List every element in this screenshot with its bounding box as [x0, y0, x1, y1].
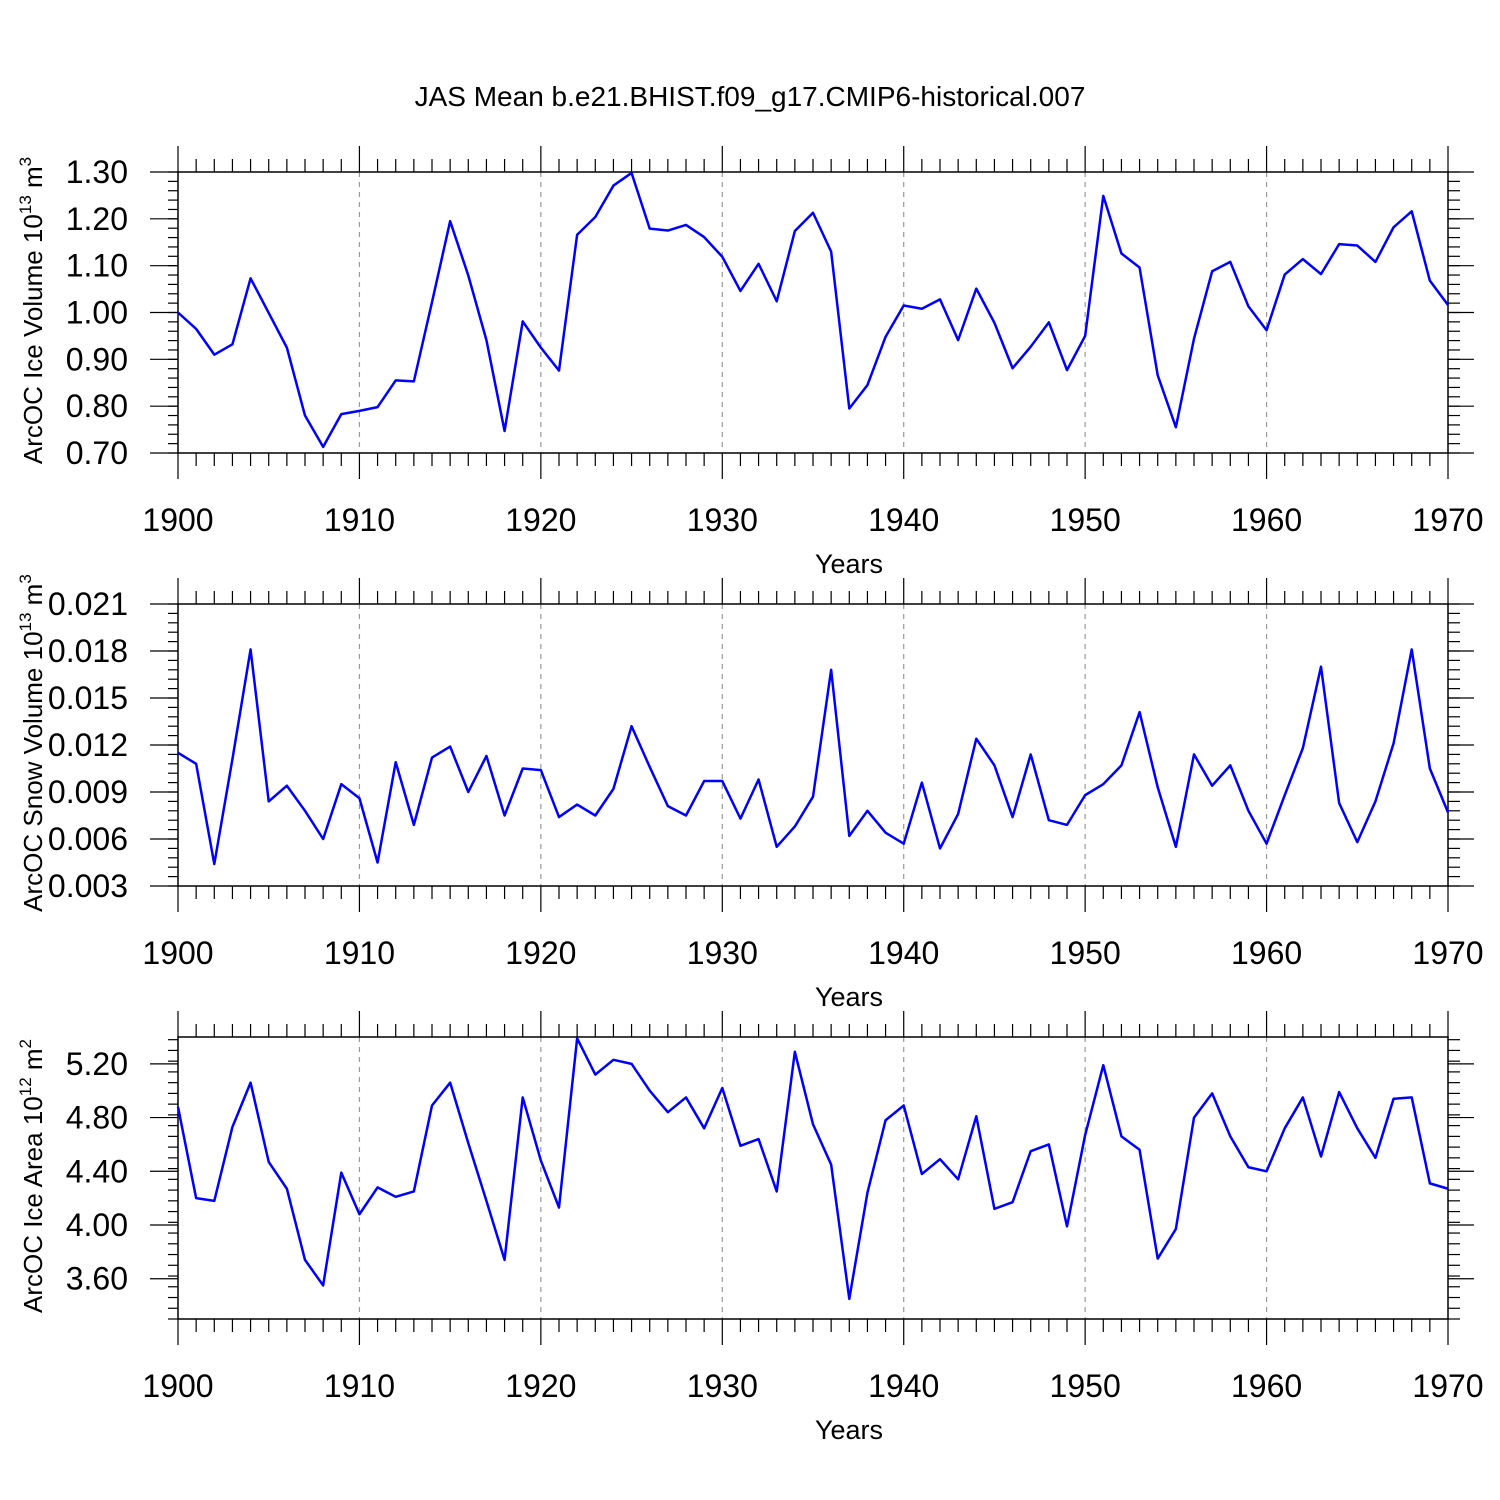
snow-volume-panel: 1900 1910 1920 1930 1940 1950 1960 1970 Years 0.0…	[16, 574, 1484, 1012]
x-tick-label: 1910	[324, 935, 395, 971]
y-axis-title-superscript: 13	[16, 195, 35, 214]
y-tick-label: 0.003	[48, 868, 128, 904]
y-axis-title-text: ArcOC Ice Volume 10	[18, 214, 48, 464]
y-tick-label: 4.40	[66, 1153, 128, 1189]
x-tick-label: 1970	[1412, 502, 1483, 538]
y-axis-title-text: ArcOC Snow Volume 10	[18, 631, 48, 911]
x-tick-label: 1900	[142, 502, 213, 538]
data-series-line	[176, 1037, 1449, 1301]
y-tick-label: 1.30	[66, 154, 128, 190]
y-tick-label: 0.006	[48, 821, 128, 857]
y-axis-title: ArcOC Snow Volume 1013 m3	[16, 574, 48, 912]
x-tick-label: 1950	[1050, 935, 1121, 971]
y-tick-label: 0.90	[66, 341, 128, 377]
y-axis-title-superscript: 3	[16, 157, 35, 166]
x-tick-label: 1900	[142, 935, 213, 971]
y-tick-label: 0.012	[48, 727, 128, 763]
y-axis-title-superscript: 13	[16, 613, 35, 632]
x-tick-label: 1940	[868, 935, 939, 971]
y-axis-title-superscript: 3	[16, 574, 35, 583]
x-tick-label: 1920	[505, 1368, 576, 1404]
y-tick-label: 0.021	[48, 586, 128, 622]
y-tick-label: 1.10	[66, 248, 128, 284]
x-tick-label: 1960	[1231, 502, 1302, 538]
y-axis-title: ArcOC Ice Volume 1013 m3	[16, 157, 48, 464]
y-tick-label: 0.018	[48, 633, 128, 669]
y-axis-title-text: m	[18, 1048, 48, 1077]
x-tick-label: 1960	[1231, 935, 1302, 971]
x-tick-label: 1940	[868, 502, 939, 538]
x-tick-label: 1950	[1050, 1368, 1121, 1404]
x-tick-label: 1930	[687, 1368, 758, 1404]
y-axis-title-text: m	[18, 166, 48, 195]
x-tick-label: 1970	[1412, 1368, 1483, 1404]
y-tick-label: 4.00	[66, 1207, 128, 1243]
y-tick-label: 0.015	[48, 680, 128, 716]
y-tick-label: 1.20	[66, 201, 128, 237]
x-axis-title: Years	[815, 549, 883, 579]
x-tick-label: 1940	[868, 1368, 939, 1404]
x-tick-label: 1930	[687, 502, 758, 538]
y-tick-label: 0.80	[66, 388, 128, 424]
figure-title: JAS Mean b.e21.BHIST.f09_g17.CMIP6-histo…	[415, 81, 1086, 112]
x-tick-label: 1910	[324, 1368, 395, 1404]
x-tick-label: 1960	[1231, 1368, 1302, 1404]
y-axis-title: ArcOC Ice Area 1012 m2	[16, 1039, 48, 1313]
x-tick-label: 1970	[1412, 935, 1483, 971]
x-tick-label: 1920	[505, 935, 576, 971]
ice-volume-panel: 1900 1910 1920 1930 1940 1950 1960 1970 Years 0.7…	[16, 146, 1484, 579]
x-tick-label: 1930	[687, 935, 758, 971]
y-tick-label: 0.009	[48, 774, 128, 810]
x-tick-label: 1910	[324, 502, 395, 538]
plot-frame	[177, 1036, 1449, 1320]
y-tick-label: 1.00	[66, 295, 128, 331]
y-axis-title-text: m	[18, 584, 48, 613]
x-axis-title: Years	[815, 1415, 883, 1445]
y-tick-label: 3.60	[66, 1261, 128, 1297]
data-series-line	[177, 648, 1450, 866]
x-tick-label: 1950	[1050, 502, 1121, 538]
y-axis-title-superscript: 12	[16, 1077, 35, 1096]
x-tick-label: 1920	[505, 502, 576, 538]
y-tick-label: 0.70	[66, 435, 128, 471]
y-axis-title-superscript: 2	[16, 1039, 35, 1048]
ice-area-panel: 1900 1910 1920 1930 1940 1950 1960 1970 Years 3.6…	[16, 1011, 1484, 1445]
plot-frame	[177, 603, 1449, 887]
y-tick-label: 5.20	[66, 1046, 128, 1082]
y-axis-title-text: ArcOC Ice Area 10	[18, 1096, 48, 1313]
x-tick-label: 1900	[142, 1368, 213, 1404]
data-series-line	[177, 171, 1450, 449]
x-axis-title: Years	[815, 982, 883, 1012]
y-tick-label: 4.80	[66, 1100, 128, 1136]
